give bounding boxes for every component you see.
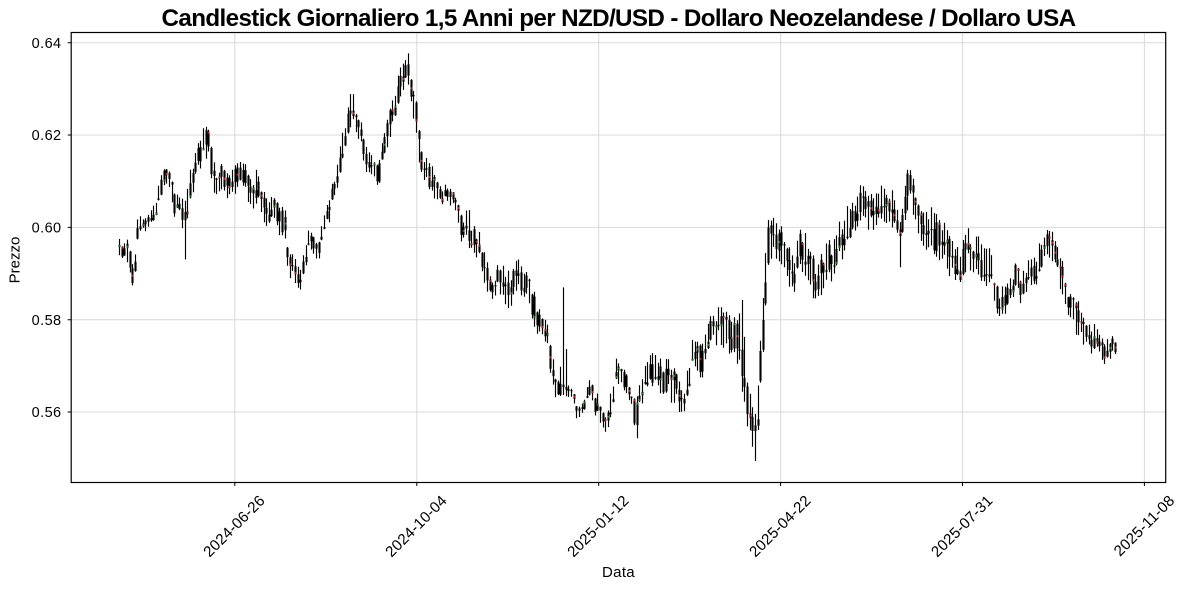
svg-text:0.62: 0.62 [32, 128, 62, 144]
svg-text:0.56: 0.56 [32, 405, 62, 421]
svg-text:0.58: 0.58 [32, 313, 62, 329]
svg-text:Candlestick Giornaliero 1,5 An: Candlestick Giornaliero 1,5 Anni per NZD… [162, 5, 1076, 32]
svg-text:0.60: 0.60 [32, 221, 62, 237]
svg-text:0.64: 0.64 [32, 36, 62, 52]
svg-text:Data: Data [602, 564, 635, 581]
svg-text:Prezzo: Prezzo [7, 237, 24, 284]
